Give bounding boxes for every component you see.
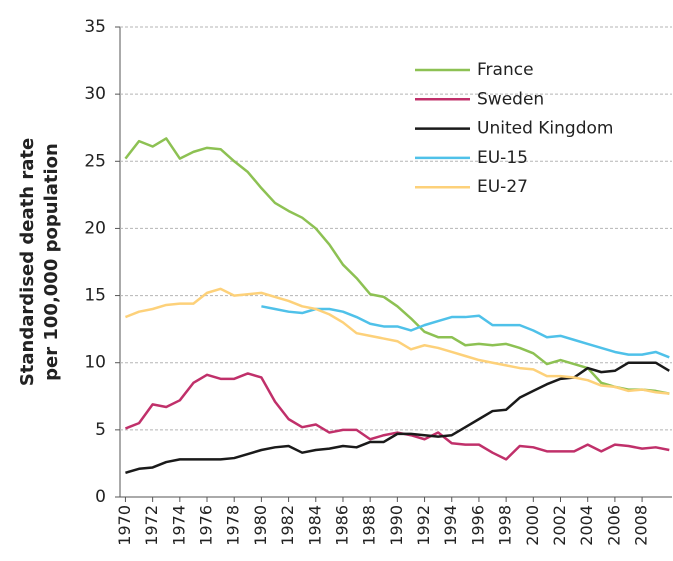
series-line (125, 361, 670, 475)
y-tick-label: 10 (84, 353, 106, 373)
y-tick-label: 15 (84, 286, 106, 306)
x-tick-label: 1992 (414, 505, 433, 546)
series-line (124, 137, 670, 395)
legend-label: Sweden (477, 89, 544, 109)
y-tick-label: 0 (95, 487, 106, 507)
legend-label: France (477, 60, 534, 80)
x-tick-label: 2008 (632, 505, 651, 546)
x-tick-label: 1994 (441, 505, 460, 546)
y-tick-label: 25 (84, 151, 106, 171)
series-line (124, 287, 670, 395)
y-tick-label: 5 (95, 420, 106, 440)
y-tick-label: 20 (84, 218, 106, 238)
x-tick-label: 1982 (278, 505, 297, 546)
x-tick-label: 1976 (197, 505, 216, 546)
x-tick-label: 2006 (604, 505, 623, 546)
y-tick-label: 30 (84, 84, 106, 104)
x-tick-label: 1986 (332, 505, 351, 546)
legend-label: United Kingdom (477, 119, 613, 139)
legend-label: EU-15 (477, 148, 528, 168)
legend-label: EU-27 (477, 177, 528, 197)
x-tick-label: 1998 (496, 505, 515, 546)
x-tick-label: 1988 (360, 505, 379, 546)
x-tick-label: 1990 (387, 505, 406, 546)
x-tick-label: 1978 (224, 505, 243, 546)
x-tick-label: 1970 (115, 505, 134, 546)
x-tick-label: 2000 (523, 505, 542, 546)
x-tick-label: 1972 (142, 505, 161, 546)
series-line (124, 372, 670, 461)
y-axis-label: per 100,000 population (41, 143, 62, 381)
series-line (261, 305, 670, 359)
x-tick-label: 1980 (251, 505, 270, 546)
y-axis-label: Standardised death rate (17, 138, 38, 386)
x-tick-label: 2002 (550, 505, 569, 546)
y-tick-label: 35 (84, 17, 106, 37)
x-tick-label: 1974 (169, 505, 188, 546)
x-tick-label: 2004 (577, 505, 596, 546)
x-tick-label: 1984 (305, 505, 324, 546)
x-tick-label: 1996 (468, 505, 487, 546)
